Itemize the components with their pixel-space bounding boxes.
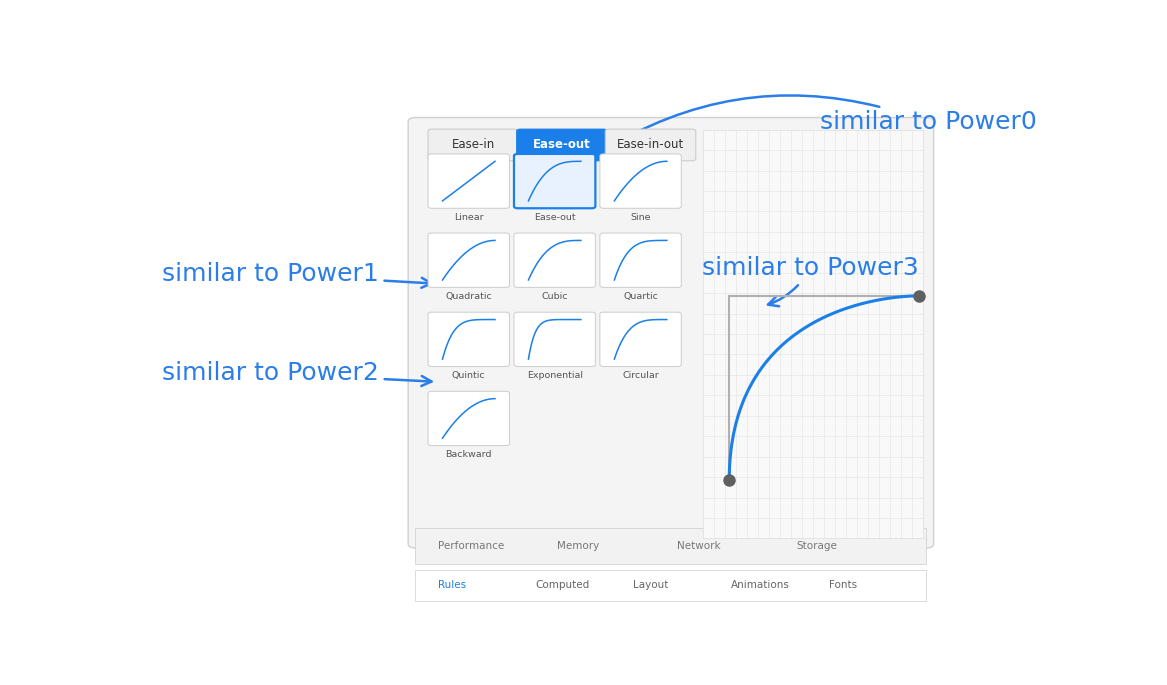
Bar — [703, 129, 923, 538]
FancyBboxPatch shape — [600, 154, 682, 208]
FancyBboxPatch shape — [428, 233, 510, 288]
Text: Computed: Computed — [536, 580, 591, 590]
FancyBboxPatch shape — [428, 129, 518, 161]
Text: Layout: Layout — [634, 580, 669, 590]
Text: Quadratic: Quadratic — [446, 292, 492, 301]
Bar — [415, 528, 927, 564]
Text: Circular: Circular — [622, 371, 659, 380]
Text: Network: Network — [677, 541, 720, 551]
FancyBboxPatch shape — [600, 312, 682, 366]
Text: Backward: Backward — [446, 450, 492, 460]
Text: Memory: Memory — [558, 541, 600, 551]
FancyBboxPatch shape — [513, 154, 595, 208]
Text: Sine: Sine — [630, 213, 651, 222]
Text: Animations: Animations — [731, 580, 790, 590]
Text: Cubic: Cubic — [541, 292, 568, 301]
FancyBboxPatch shape — [428, 154, 510, 208]
Text: Ease-out: Ease-out — [533, 138, 591, 151]
FancyBboxPatch shape — [513, 233, 595, 288]
Text: Ease-in-out: Ease-in-out — [617, 138, 684, 151]
Text: similar to Power2: similar to Power2 — [162, 362, 432, 386]
FancyBboxPatch shape — [428, 391, 510, 446]
Text: Linear: Linear — [454, 213, 483, 222]
Text: Quartic: Quartic — [623, 292, 658, 301]
Text: Ease-out: Ease-out — [533, 213, 575, 222]
FancyBboxPatch shape — [517, 129, 607, 161]
Text: Rules: Rules — [438, 580, 466, 590]
Text: similar to Power3: similar to Power3 — [703, 256, 918, 306]
FancyBboxPatch shape — [513, 312, 595, 366]
Text: Exponential: Exponential — [526, 371, 582, 380]
Text: similar to Power0: similar to Power0 — [601, 95, 1036, 152]
FancyBboxPatch shape — [408, 118, 934, 548]
Text: Fonts: Fonts — [829, 580, 857, 590]
Text: Quintic: Quintic — [452, 371, 485, 380]
FancyBboxPatch shape — [428, 312, 510, 366]
FancyBboxPatch shape — [600, 233, 682, 288]
Text: Ease-in: Ease-in — [452, 138, 495, 151]
Bar — [415, 570, 927, 601]
Text: similar to Power1: similar to Power1 — [162, 262, 432, 288]
FancyBboxPatch shape — [606, 129, 696, 161]
Text: Storage: Storage — [796, 541, 837, 551]
Text: Performance: Performance — [438, 541, 504, 551]
